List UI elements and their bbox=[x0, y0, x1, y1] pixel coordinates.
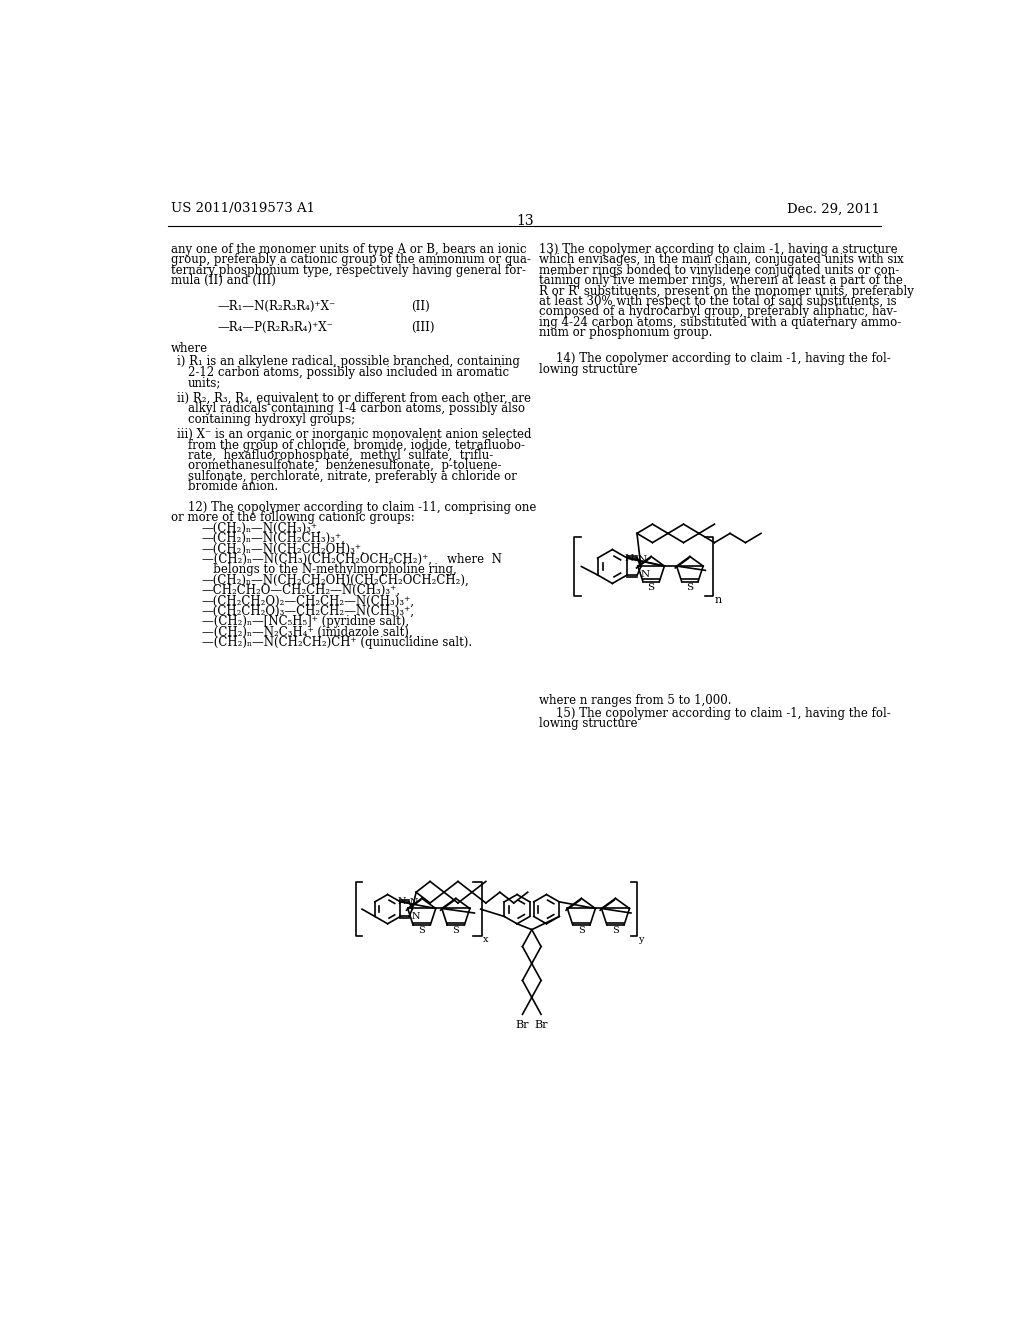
Text: iii) X⁻ is an organic or inorganic monovalent anion selected: iii) X⁻ is an organic or inorganic monov… bbox=[177, 428, 531, 441]
Text: US 2011/0319573 A1: US 2011/0319573 A1 bbox=[171, 202, 314, 215]
Text: x: x bbox=[482, 935, 488, 944]
Text: —R₁—N(R₂R₃R₄)⁺X⁻: —R₁—N(R₂R₃R₄)⁺X⁻ bbox=[217, 300, 336, 313]
Text: —CH₂CH₂O—CH₂CH₂—N(CH₃)₃⁺,: —CH₂CH₂O—CH₂CH₂—N(CH₃)₃⁺, bbox=[202, 583, 400, 597]
Text: rate,  hexafluorophosphate,  methyl  sulfate,  triflu-: rate, hexafluorophosphate, methyl sulfat… bbox=[187, 449, 493, 462]
Text: Br: Br bbox=[516, 1020, 529, 1030]
Text: N: N bbox=[398, 898, 407, 907]
Text: —(CH₂)ₙ—N₂C₃H₄⁺ (imidazole salt),: —(CH₂)ₙ—N₂C₃H₄⁺ (imidazole salt), bbox=[202, 626, 413, 639]
Text: alkyl radicals containing 1-4 carbon atoms, possibly also: alkyl radicals containing 1-4 carbon ato… bbox=[187, 403, 524, 416]
Text: 12) The copolymer according to claim ‑​11, comprising one: 12) The copolymer according to claim ‑​1… bbox=[187, 500, 536, 513]
Text: composed of a hydrocarbyl group, preferably aliphatic, hav-: composed of a hydrocarbyl group, prefera… bbox=[539, 305, 897, 318]
Text: y: y bbox=[638, 935, 644, 944]
Text: —(CH₂)ₙ—N(CH₃)(CH₂CH₂OCH₂CH₂)⁺,    where  N: —(CH₂)ₙ—N(CH₃)(CH₂CH₂OCH₂CH₂)⁺, where N bbox=[202, 553, 502, 566]
Text: —(CH₂)ₙ—N(CH₂CH₂OH)(CH₂CH₂OCH₂CH₂),: —(CH₂)ₙ—N(CH₂CH₂OH)(CH₂CH₂OCH₂CH₂), bbox=[202, 574, 469, 586]
Text: ternary phosphonium type, respectively having general for-: ternary phosphonium type, respectively h… bbox=[171, 264, 525, 277]
Text: N: N bbox=[638, 556, 647, 564]
Text: S: S bbox=[612, 925, 618, 935]
Text: at least 30% with respect to the total of said substituents, is: at least 30% with respect to the total o… bbox=[539, 296, 896, 308]
Text: bromide anion.: bromide anion. bbox=[187, 480, 278, 494]
Text: R or R' substituents, present on the monomer units, preferably: R or R' substituents, present on the mon… bbox=[539, 285, 913, 298]
Text: —(CH₂)ₙ—N(CH₂CH₃)₃⁺,: —(CH₂)ₙ—N(CH₂CH₃)₃⁺, bbox=[202, 532, 345, 545]
Text: —R₄—P(R₂R₃R₄)⁺X⁻: —R₄—P(R₂R₃R₄)⁺X⁻ bbox=[217, 321, 333, 334]
Text: —(CH₂)ₙ—N(CH₂CH₂OH)₃⁺,: —(CH₂)ₙ—N(CH₂CH₂OH)₃⁺, bbox=[202, 543, 366, 556]
Text: —(CH₂CH₂O)₂—CH₂CH₂—N(CH₃)₃⁺,: —(CH₂CH₂O)₂—CH₂CH₂—N(CH₃)₃⁺, bbox=[202, 594, 415, 607]
Text: S: S bbox=[419, 925, 425, 935]
Text: 13) The copolymer according to claim ‑​1, having a structure: 13) The copolymer according to claim ‑​1… bbox=[539, 243, 897, 256]
Text: from the group of chloride, bromide, iodide, tetrafluobo-: from the group of chloride, bromide, iod… bbox=[187, 438, 524, 451]
Text: n: n bbox=[714, 594, 721, 605]
Text: where: where bbox=[171, 342, 208, 355]
Text: S: S bbox=[686, 583, 693, 593]
Text: N: N bbox=[410, 899, 418, 907]
Text: S: S bbox=[453, 925, 459, 935]
Text: 2-12 carbon atoms, possibly also included in aromatic: 2-12 carbon atoms, possibly also include… bbox=[187, 366, 509, 379]
Text: 15) The copolymer according to claim ‑​1, having the fol-: 15) The copolymer according to claim ‑​1… bbox=[556, 706, 891, 719]
Text: group, preferably a cationic group of the ammonium or qua-: group, preferably a cationic group of th… bbox=[171, 253, 530, 267]
Text: containing hydroxyl groups;: containing hydroxyl groups; bbox=[187, 413, 354, 425]
Text: oromethanesulfonate,  benzenesulfonate,  p-toluene-: oromethanesulfonate, benzenesulfonate, p… bbox=[187, 459, 501, 473]
Text: —(CH₂)ₙ—N(CH₃)₃⁺,: —(CH₂)ₙ—N(CH₃)₃⁺, bbox=[202, 521, 322, 535]
Text: lowing structure: lowing structure bbox=[539, 363, 637, 376]
Text: or more of the following cationic groups:: or more of the following cationic groups… bbox=[171, 511, 415, 524]
Text: belongs to the N-methylmorpholine ring,: belongs to the N-methylmorpholine ring, bbox=[202, 564, 457, 577]
Text: Br: Br bbox=[535, 1020, 548, 1030]
Text: 13: 13 bbox=[516, 214, 534, 228]
Text: —(CH₂)ₙ—N(CH₂CH₂)CH⁺ (quinuclidine salt).: —(CH₂)ₙ—N(CH₂CH₂)CH⁺ (quinuclidine salt)… bbox=[202, 636, 472, 649]
Text: any one of the monomer units of type A or B, bears an ionic: any one of the monomer units of type A o… bbox=[171, 243, 526, 256]
Text: nium or phosphonium group.: nium or phosphonium group. bbox=[539, 326, 712, 339]
Text: (III): (III) bbox=[411, 321, 434, 334]
Text: N: N bbox=[412, 912, 421, 921]
Text: —(CH₂CH₂O)₃—CH₂CH₂—N(CH₃)₃⁺,: —(CH₂CH₂O)₃—CH₂CH₂—N(CH₃)₃⁺, bbox=[202, 605, 415, 618]
Text: Dec. 29, 2011: Dec. 29, 2011 bbox=[786, 202, 880, 215]
Text: S: S bbox=[578, 925, 585, 935]
Text: sulfonate, perchlorate, nitrate, preferably a chloride or: sulfonate, perchlorate, nitrate, prefera… bbox=[187, 470, 516, 483]
Text: taining only five member rings, wherein at least a part of the: taining only five member rings, wherein … bbox=[539, 275, 902, 288]
Text: ii) R₂, R₃, R₄, equivalent to or different from each other, are: ii) R₂, R₃, R₄, equivalent to or differe… bbox=[177, 392, 530, 405]
Text: which envisages, in the main chain, conjugated units with six: which envisages, in the main chain, conj… bbox=[539, 253, 903, 267]
Text: units;: units; bbox=[187, 376, 221, 389]
Text: lowing structure: lowing structure bbox=[539, 718, 637, 730]
Text: member rings bonded to vinylidene conjugated units or con-: member rings bonded to vinylidene conjug… bbox=[539, 264, 899, 277]
Text: —(CH₂)ₙ—[NC₅H₅]⁺ (pyridine salt),: —(CH₂)ₙ—[NC₅H₅]⁺ (pyridine salt), bbox=[202, 615, 409, 628]
Text: S: S bbox=[647, 583, 654, 593]
Text: i) R₁ is an alkylene radical, possible branched, containing: i) R₁ is an alkylene radical, possible b… bbox=[177, 355, 520, 368]
Text: N: N bbox=[625, 553, 634, 562]
Text: (II): (II) bbox=[411, 300, 430, 313]
Text: mula (II) and (III): mula (II) and (III) bbox=[171, 275, 275, 288]
Text: 14) The copolymer according to claim ‑​1, having the fol-: 14) The copolymer according to claim ‑​1… bbox=[556, 352, 891, 366]
Text: ing 4-24 carbon atoms, substituted with a quaternary ammo-: ing 4-24 carbon atoms, substituted with … bbox=[539, 315, 901, 329]
Text: N: N bbox=[640, 570, 649, 579]
Text: where n ranges from 5 to 1,000.: where n ranges from 5 to 1,000. bbox=[539, 693, 731, 706]
